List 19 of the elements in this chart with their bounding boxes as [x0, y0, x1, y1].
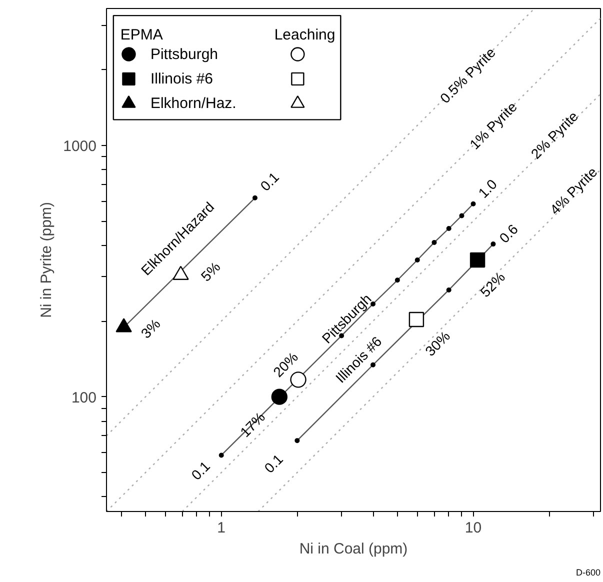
legend-label: Pittsburgh	[150, 46, 218, 63]
x-tick-label: 1	[217, 520, 226, 536]
legend-label: Illinois #6	[150, 70, 214, 88]
annotation: 3%	[138, 316, 164, 342]
text: D-600	[576, 568, 601, 578]
text: EPMA	[120, 26, 163, 44]
annotation: 0.1	[188, 458, 214, 484]
annotation: 0.1	[260, 450, 286, 476]
annotation: 0.1	[256, 168, 282, 194]
annotation: 0.6	[496, 220, 522, 246]
y-tick-label: 1000	[63, 138, 97, 155]
legend-label: Elkhorn/Haz.	[150, 95, 236, 112]
x-tick-label: 10	[464, 520, 482, 536]
annotation: 1.0	[474, 176, 500, 202]
annotation: 30%	[422, 328, 454, 360]
x-axis-title: Ni in Coal (ppm)	[299, 540, 408, 558]
y-tick-label: 100	[71, 389, 97, 406]
text: Leaching	[274, 26, 336, 44]
y-axis-title: Ni in Pyrite (ppm)	[38, 202, 56, 318]
